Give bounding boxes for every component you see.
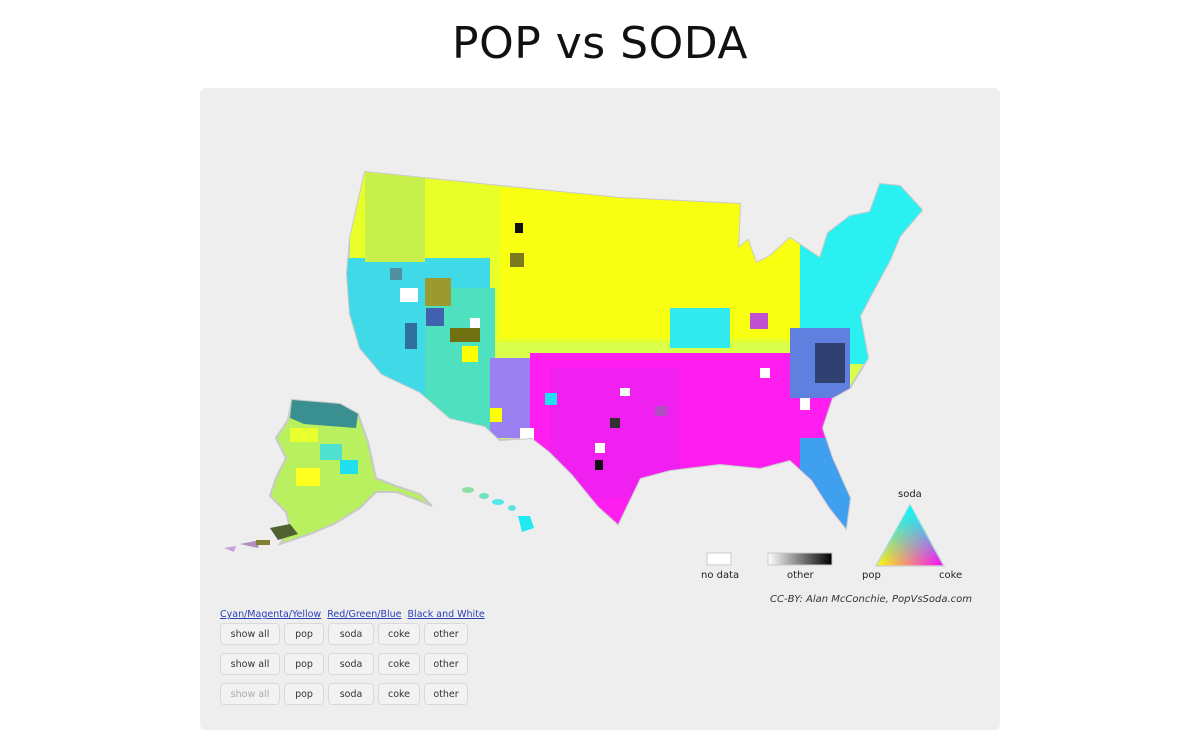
filter-button-row-3: show all pop soda coke other bbox=[220, 683, 468, 705]
scheme-link-cmy[interactable]: Cyan/Magenta/Yellow bbox=[220, 609, 322, 620]
soda-button[interactable]: soda bbox=[328, 683, 374, 705]
legend-no-data-label: no data bbox=[701, 570, 740, 581]
pop-button[interactable]: pop bbox=[284, 653, 324, 675]
page-title: POP vs SODA bbox=[452, 18, 748, 69]
filter-button-row-1: show all pop soda coke other bbox=[220, 623, 468, 645]
map-panel: no data other pop coke soda CC-BY: Alan … bbox=[200, 88, 1000, 730]
map-canvas bbox=[224, 170, 946, 567]
other-button[interactable]: other bbox=[424, 683, 468, 705]
other-gradient-swatch bbox=[767, 552, 833, 566]
filter-button-row-2: show all pop soda coke other bbox=[220, 653, 468, 675]
pop-button[interactable]: pop bbox=[284, 683, 324, 705]
scheme-link-bw[interactable]: Black and White bbox=[407, 609, 485, 620]
show-all-button[interactable]: show all bbox=[220, 683, 280, 705]
hawaii-map bbox=[462, 487, 534, 532]
coke-button[interactable]: coke bbox=[378, 653, 420, 675]
pop-button[interactable]: pop bbox=[284, 623, 324, 645]
legend-pop-label: pop bbox=[862, 570, 881, 581]
legend-other-label: other bbox=[787, 570, 814, 581]
legend-soda-label: soda bbox=[898, 489, 922, 500]
ternary-legend-triangle bbox=[874, 503, 946, 567]
show-all-button[interactable]: show all bbox=[220, 653, 280, 675]
legend-coke-label: coke bbox=[939, 570, 963, 581]
other-button[interactable]: other bbox=[424, 623, 468, 645]
credit-text: CC-BY: Alan McConchie, PopVsSoda.com bbox=[770, 594, 973, 605]
soda-button[interactable]: soda bbox=[328, 623, 374, 645]
show-all-button[interactable]: show all bbox=[220, 623, 280, 645]
contiguous-us-map bbox=[345, 170, 924, 531]
coke-button[interactable]: coke bbox=[378, 683, 420, 705]
alaska-map bbox=[224, 398, 433, 552]
soda-button[interactable]: soda bbox=[328, 653, 374, 675]
other-button[interactable]: other bbox=[424, 653, 468, 675]
color-scheme-links: Cyan/Magenta/Yellow Red/Green/Blue Black… bbox=[220, 609, 488, 620]
scheme-link-rgb[interactable]: Red/Green/Blue bbox=[327, 609, 402, 620]
no-data-swatch bbox=[706, 552, 732, 566]
coke-button[interactable]: coke bbox=[378, 623, 420, 645]
